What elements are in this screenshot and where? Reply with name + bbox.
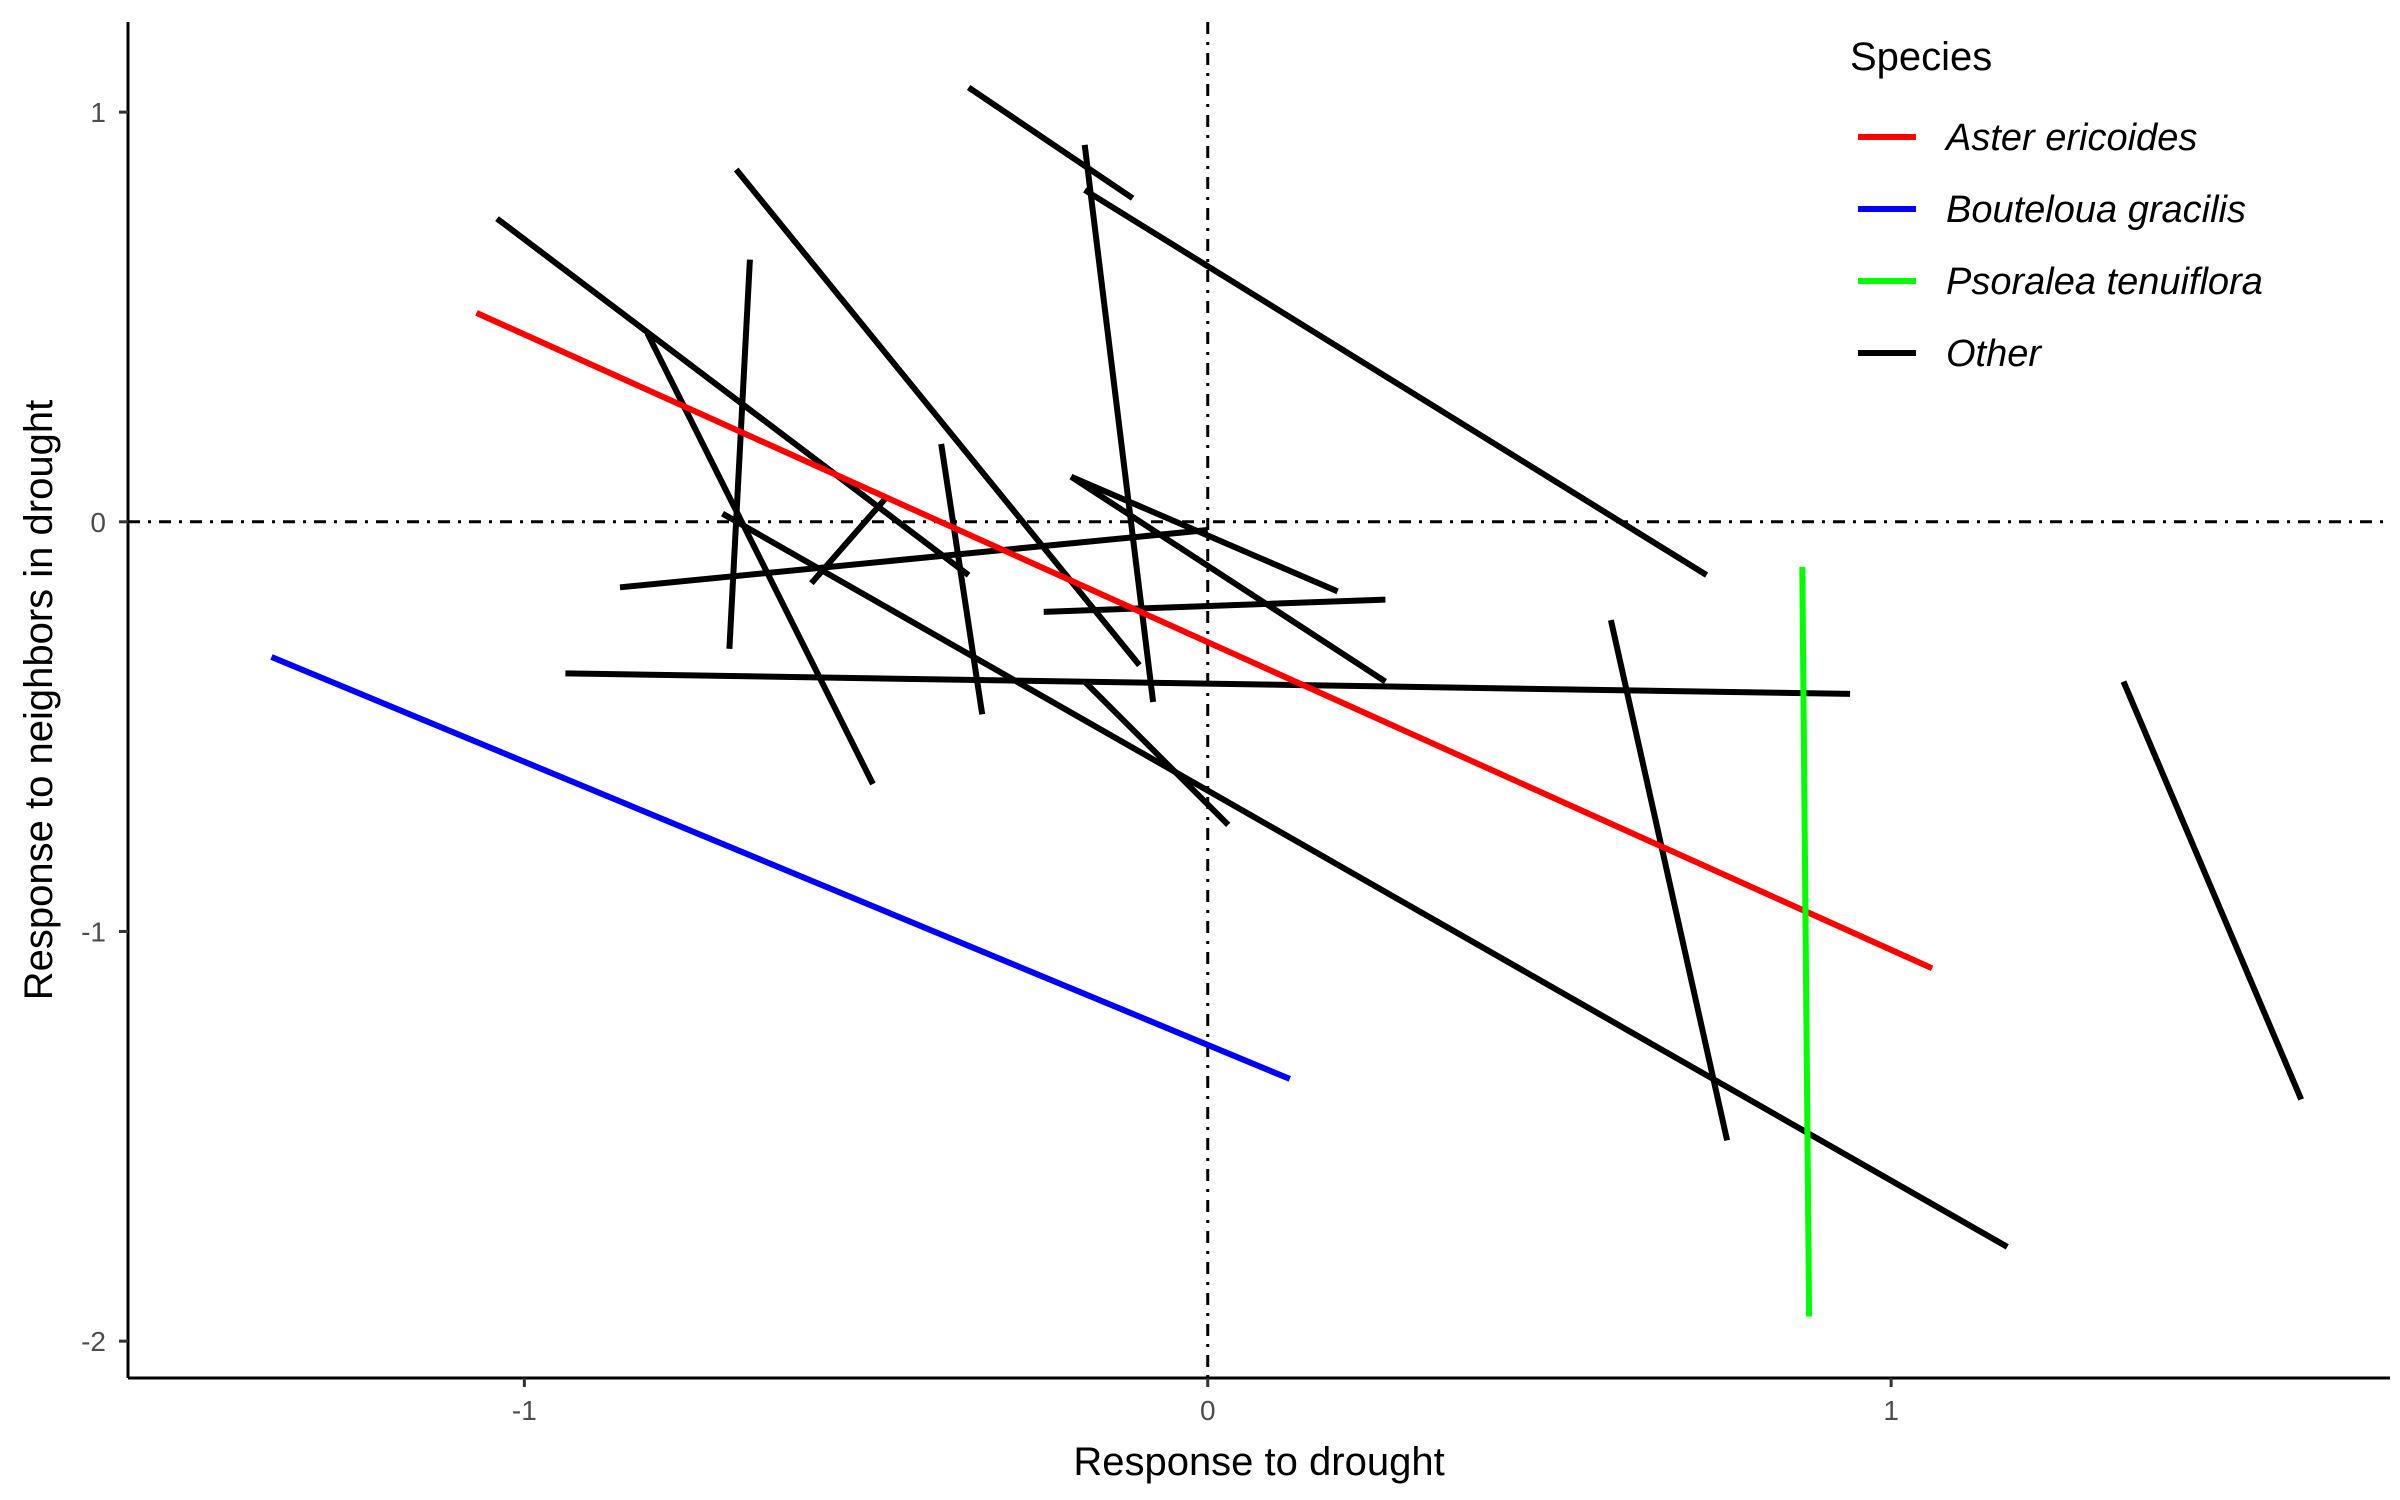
y-tick-label: -2 [81,1326,106,1357]
series-line-other [938,443,986,715]
x-tick-label: 0 [1200,1395,1216,1426]
series-line-other [966,85,1135,201]
legend: Species Aster ericoides Bouteloua gracili… [1850,35,2263,375]
series-line-other [495,216,971,578]
legend-label-bouteloua-gracilis: Bouteloua gracilis [1946,189,2246,231]
series-line-bouteloua-gracilis [270,654,1291,1082]
reference-lines [128,22,2390,1378]
series-line-other [733,167,1142,668]
y-axis-title: Response to neighbors in drought [17,400,61,1000]
legend-label-aster-ericoides: Aster ericoides [1944,117,2197,159]
y-tick-label: -1 [81,916,106,947]
legend-label-psoralea-tenuiflora: Psoralea tenuiflora [1946,261,2263,303]
series-line-other [2120,680,2304,1101]
series-line-aster-ericoides [475,310,1934,972]
axes [126,22,2390,1380]
series-line-other [619,527,1208,591]
x-ticks: -1 0 1 [512,1378,1899,1426]
series-line-other [1082,679,1231,828]
series-line-other [1069,474,1388,685]
y-tick-label: 0 [90,507,106,538]
legend-label-other: Other [1946,333,2042,375]
series-line-other [1043,596,1386,615]
series-line-other [1083,187,1709,578]
series-line-other [726,259,753,649]
x-axis-title: Response to drought [1073,1440,1444,1484]
series-line-other [721,510,2009,1250]
series-line-psoralea-tenuiflora [1799,566,1813,1317]
y-tick-label: 1 [90,97,106,128]
series-layer [270,85,2304,1317]
x-tick-label: 1 [1883,1395,1899,1426]
y-ticks: -2 -1 0 1 [81,97,128,1357]
x-tick-label: -1 [512,1395,537,1426]
legend-title: Species [1850,35,1992,79]
series-line-other [1069,473,1339,595]
series-line-other [1607,619,1731,1142]
series-line-other [565,670,1851,697]
series-line-other [644,331,876,786]
